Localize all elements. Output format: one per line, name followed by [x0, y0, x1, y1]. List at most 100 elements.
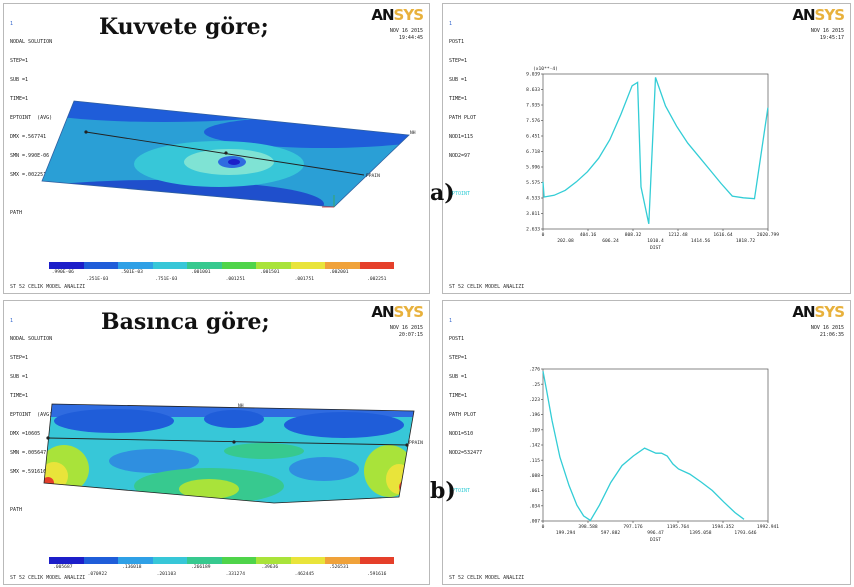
legend-swatch: [256, 557, 291, 564]
legend-swatch: [118, 262, 153, 269]
x-tick-label: 1212.48: [668, 232, 688, 238]
ansys-logo: ANSYS: [792, 303, 845, 321]
contour-plot-force: NH PPAIN: [41, 100, 416, 208]
ansys-logo: ANSYS: [792, 6, 845, 24]
x-tick-label: 404.16: [580, 232, 597, 238]
datetime: NOV 16 2015 19:45:17: [810, 28, 844, 41]
x-tick-label: 199.294: [556, 530, 576, 536]
y-multiplier: (x10**-4): [533, 66, 558, 72]
x-tick-label: 1195.764: [667, 524, 689, 530]
plot-info: 1 POST1 STEP=1 SUB =1 TIME=1 PATH PLOT N…: [449, 317, 483, 494]
legend-swatch: [83, 557, 118, 564]
caption-a: a): [430, 180, 455, 206]
x-tick-label: 597.882: [601, 530, 621, 536]
plot-frame: [542, 368, 769, 522]
legend-swatch: [221, 262, 256, 269]
datetime: NOV 16 2015 21:06:35: [810, 325, 844, 338]
y-tick-label: 3.811: [526, 211, 540, 217]
contour-plot-pressure: NH PPAIN: [43, 403, 423, 504]
legend-labels-bottom: .251E-03 .751E-03 .001251 .001751 .00225…: [86, 277, 387, 282]
legend-labels-bottom: .070922 .201103 .331274 .462445 .591616: [87, 572, 387, 577]
legend-swatch: [221, 557, 256, 564]
heading-pressure: Basınca göre;: [101, 309, 270, 335]
legend-swatch: [187, 557, 222, 564]
plot-frame: [542, 73, 769, 230]
x-tick-label: 996.47: [647, 530, 664, 536]
x-tick-label: 1616.64: [713, 232, 733, 238]
legend-swatch: [187, 262, 222, 269]
x-tick-label: 202.08: [557, 238, 574, 244]
path-plot-chart-pressure: .276 .25 .223 .196 .169 .142 .115 .088 .061 .034.…: [529, 367, 779, 543]
model-footer: ST 52 CELIK MODEL ANALIZI: [10, 284, 86, 290]
legend-swatch: [118, 557, 153, 564]
x-tick-label: 1992.941: [757, 524, 779, 530]
legend-swatch: [49, 262, 84, 269]
path-start-label: NH: [410, 130, 416, 136]
datetime: NOV 16 2015 19:44:45: [389, 28, 423, 41]
y-tick-label: 7.935: [526, 103, 540, 109]
legend-swatch: [359, 557, 394, 564]
x-tick-label: 0: [542, 524, 545, 530]
path-plot-chart-force: (x10**-4)9.039 8.633 7.935 7.576 6.451 6.718 5…: [526, 66, 779, 251]
legend-swatch: [83, 262, 118, 269]
x-tick-label: 797.176: [623, 524, 643, 530]
y-tick-label: 6.718: [526, 149, 540, 155]
y-tick-label: .142: [529, 443, 540, 449]
x-tick-label: 2020.799: [757, 232, 779, 238]
caption-b: b): [430, 478, 456, 504]
legend-swatch: [152, 557, 187, 564]
y-tick-label: .007: [529, 519, 540, 525]
y-tick-label: 9.039: [526, 72, 540, 78]
y-tick-label: .276: [529, 367, 540, 373]
y-tick-label: .169: [529, 427, 540, 433]
heading-force: Kuvvete göre;: [99, 14, 269, 40]
y-tick-label: .25: [532, 382, 541, 388]
color-legend-bar: [49, 557, 394, 564]
contour-panel-force: 1 NODAL SOLUTION STEP=1 SUB =1 TIME=1 EP…: [3, 3, 430, 294]
ansys-logo: ANSYS: [371, 6, 424, 24]
path-start-label: NH: [238, 403, 244, 409]
legend-swatch: [290, 557, 325, 564]
x-axis-label: DIST: [650, 245, 661, 251]
x-tick-label: 1818.72: [736, 238, 756, 244]
path-end-label: PPAIN: [409, 440, 423, 446]
x-axis-label: DIST: [650, 537, 661, 543]
x-tick-label: 1414.56: [691, 238, 711, 244]
y-tick-label: 6.451: [526, 134, 540, 140]
x-tick-label: 398.588: [578, 524, 598, 530]
x-tick-label: 808.32: [625, 232, 642, 238]
legend-labels-top: .005687 .136018 .266189 .39636 .526531: [53, 565, 349, 570]
color-legend-bar: [49, 262, 394, 269]
x-tick-label: 606.24: [602, 238, 619, 244]
path-plot-panel-force: 1 POST1 STEP=1 SUB =1 TIME=1 PATH PLOT N…: [442, 3, 851, 294]
x-tick-label: 1010.4: [647, 238, 664, 244]
path-curve: [542, 77, 769, 225]
y-tick-label: .088: [529, 473, 540, 479]
path-curve: [542, 371, 745, 522]
y-tick-label: .223: [529, 397, 540, 403]
legend-swatch: [359, 262, 394, 269]
y-tick-label: .196: [529, 412, 540, 418]
legend-swatch: [325, 557, 360, 564]
model-footer: ST 52 CELIK MODEL ANALIZI: [449, 575, 525, 581]
plot-info: 1 POST1 STEP=1 SUB =1 TIME=1 PATH PLOT N…: [449, 20, 477, 197]
datetime: NOV 16 2015 20:07:15: [389, 325, 423, 338]
x-tick-label: 1793.646: [734, 530, 756, 536]
y-tick-label: .034: [529, 503, 540, 509]
legend-swatch: [152, 262, 187, 269]
path-plot-panel-pressure: 1 POST1 STEP=1 SUB =1 TIME=1 PATH PLOT N…: [442, 300, 851, 585]
legend-swatch: [49, 557, 84, 564]
y-tick-label: 5.996: [526, 165, 540, 171]
y-tick-label: 7.576: [526, 118, 540, 124]
legend-swatch: [256, 262, 291, 269]
y-tick-label: 8.633: [526, 87, 540, 93]
legend-swatch: [290, 262, 325, 269]
legend-labels-top: .990E-06 .501E-03 .001001 .001501 .00200…: [51, 270, 349, 275]
legend-swatch: [325, 262, 360, 269]
ansys-logo: ANSYS: [371, 303, 424, 321]
solution-info: 1 NODAL SOLUTION STEP=1 SUB =1 TIME=1 EP…: [10, 20, 53, 216]
y-tick-label: 4.533: [526, 196, 540, 202]
model-footer: ST 52 CELIK MODEL ANALIZI: [10, 575, 86, 581]
path-end-label: PPAIN: [366, 173, 380, 179]
model-footer: ST 52 CELIK MODEL ANALIZI: [449, 284, 525, 290]
